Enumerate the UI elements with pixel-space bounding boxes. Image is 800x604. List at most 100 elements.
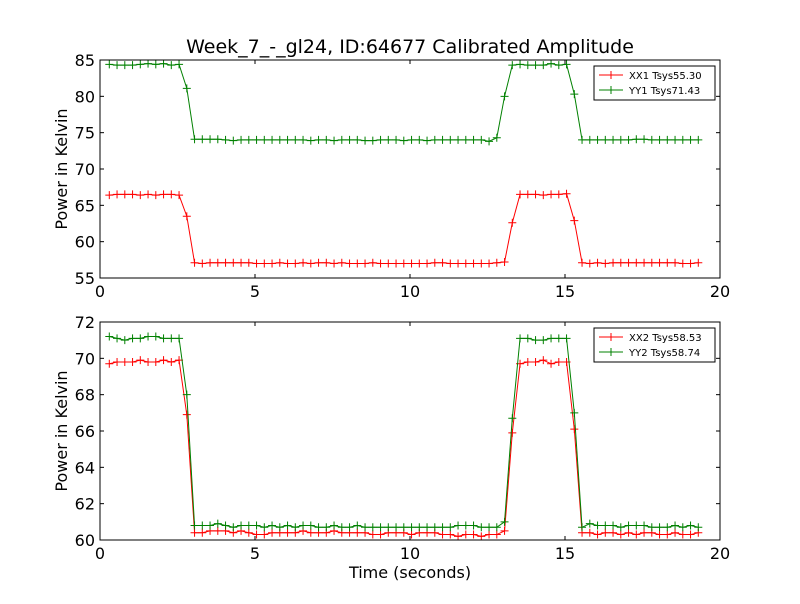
y-tick-label: 70: [75, 160, 95, 179]
data-point: [105, 191, 114, 200]
data-point: [376, 530, 385, 539]
data-point: [291, 523, 300, 532]
y-tick-label: 72: [75, 313, 95, 332]
data-point: [516, 334, 525, 343]
data-point: [252, 521, 261, 530]
data-point: [500, 517, 509, 526]
data-point: [361, 136, 370, 145]
data-point: [113, 61, 122, 70]
data-point: [306, 521, 315, 530]
data-point: [430, 258, 439, 267]
data-point: [159, 334, 168, 343]
data-point: [492, 523, 501, 532]
data-point: [671, 258, 680, 267]
data-point: [337, 135, 346, 144]
data-point: [392, 523, 401, 532]
y-axis-label: Power in Kelvin: [52, 108, 71, 229]
plot-top: 0 5 10 15 20 55 60 65 70 75 80 85 Week_7_-_gl24, ID:…: [52, 36, 730, 301]
data-point: [384, 523, 393, 532]
data-point: [144, 332, 153, 341]
data-point: [244, 258, 253, 267]
data-point: [624, 135, 633, 144]
x-tick-label: 5: [250, 544, 260, 563]
legend-label: YY2 Tsys58.74: [628, 348, 700, 359]
data-point: [624, 528, 633, 537]
data-point: [609, 521, 618, 530]
data-point: [407, 523, 416, 532]
data-point: [430, 523, 439, 532]
y-tick-label: 65: [75, 196, 95, 215]
data-point: [454, 521, 463, 530]
data-point: [508, 61, 517, 70]
data-point: [260, 259, 269, 268]
data-point: [446, 530, 455, 539]
data-point: [136, 191, 145, 200]
data-point: [632, 530, 641, 539]
data-point: [120, 61, 129, 70]
data-point: [694, 523, 703, 532]
y-tick-label: 60: [75, 531, 95, 550]
data-point: [562, 189, 571, 198]
data-point: [469, 530, 478, 539]
y-tick-label: 70: [75, 349, 95, 368]
x-tick-label: 0: [95, 282, 105, 301]
data-point: [578, 135, 587, 144]
data-point: [322, 523, 331, 532]
data-point: [113, 357, 122, 366]
data-point: [461, 135, 470, 144]
data-point: [485, 137, 494, 146]
data-point: [547, 334, 556, 343]
data-point: [678, 259, 687, 268]
data-point: [368, 258, 377, 267]
data-point: [500, 526, 509, 535]
data-point: [268, 521, 277, 530]
data-point: [260, 135, 269, 144]
data-point: [500, 92, 509, 101]
data-point: [485, 259, 494, 268]
data-point: [206, 258, 215, 267]
series-line-1: [109, 193, 699, 264]
data-point: [523, 61, 532, 70]
data-point: [663, 135, 672, 144]
data-point: [632, 135, 641, 144]
data-point: [461, 521, 470, 530]
data-point: [461, 259, 470, 268]
data-point: [585, 519, 594, 528]
data-point: [616, 523, 625, 532]
data-point: [314, 258, 323, 267]
data-point: [198, 135, 207, 144]
data-point: [399, 259, 408, 268]
y-axis-label: Power in Kelvin: [52, 370, 71, 491]
y-tick-label: 85: [75, 51, 95, 70]
data-point: [198, 528, 207, 537]
data-point: [655, 530, 664, 539]
data-point: [477, 532, 486, 541]
data-point: [492, 530, 501, 539]
data-point: [454, 135, 463, 144]
data-point: [384, 259, 393, 268]
data-point: [438, 135, 447, 144]
data-point: [198, 521, 207, 530]
data-point: [415, 523, 424, 532]
data-point: [353, 135, 362, 144]
data-point: [283, 135, 292, 144]
legend-label: YY1 Tsys71.43: [628, 86, 700, 97]
data-point: [547, 359, 556, 368]
data-point: [244, 135, 253, 144]
data-point: [368, 136, 377, 145]
data-point: [686, 530, 695, 539]
data-point: [361, 259, 370, 268]
data-point: [609, 528, 618, 537]
data-point: [113, 190, 122, 199]
data-point: [128, 190, 137, 199]
data-point: [562, 60, 571, 69]
data-point: [640, 528, 649, 537]
data-point: [221, 521, 230, 530]
data-point: [616, 135, 625, 144]
data-point: [477, 259, 486, 268]
data-point: [554, 357, 563, 366]
x-axis-label: Time (seconds): [348, 563, 471, 582]
data-point: [647, 135, 656, 144]
data-point: [585, 528, 594, 537]
y-tick-label: 64: [75, 458, 95, 477]
